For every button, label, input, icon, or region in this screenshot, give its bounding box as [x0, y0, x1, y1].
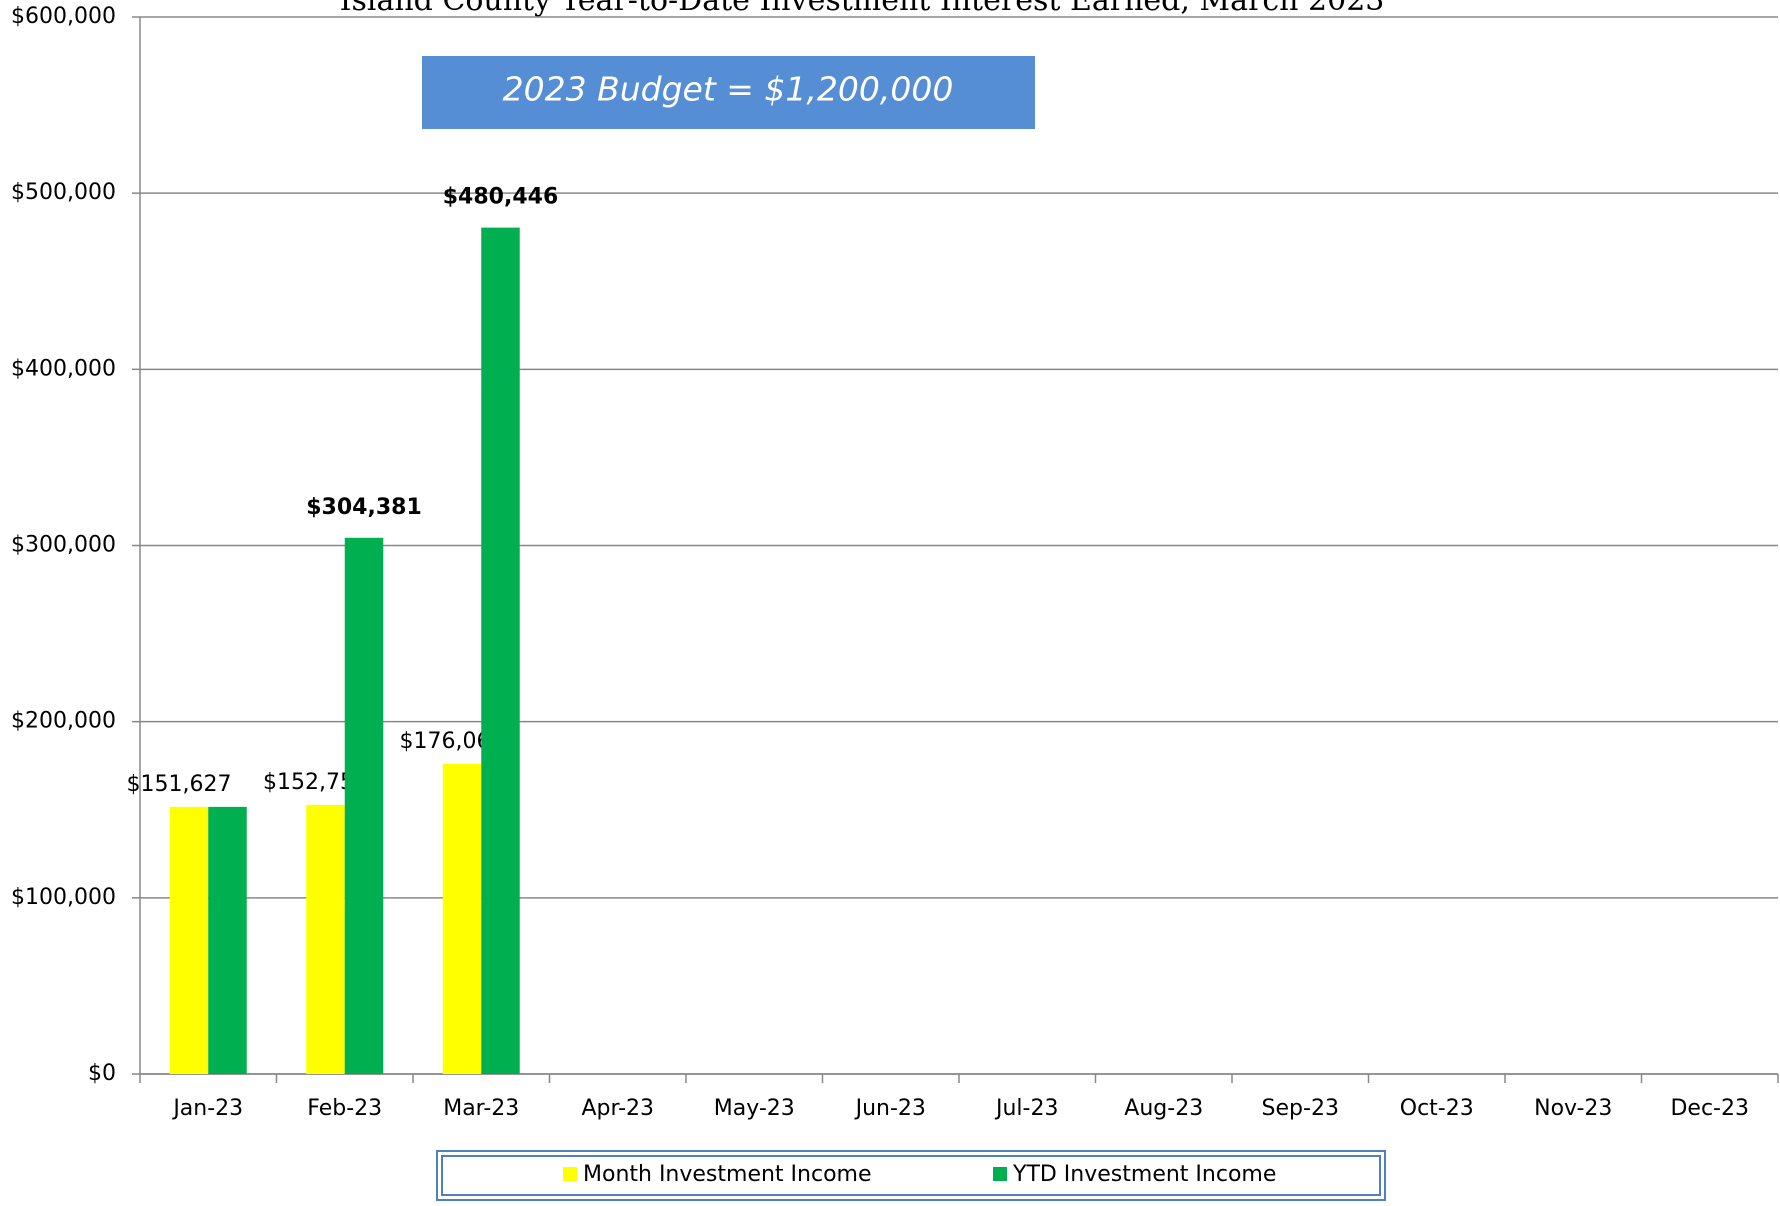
y-tick-label: $500,000	[11, 180, 116, 205]
annotation-box	[422, 56, 1035, 129]
bar	[442, 763, 482, 1074]
data-label: $151,627	[127, 772, 232, 797]
x-tick-label: Dec-23	[1670, 1096, 1749, 1121]
bar	[481, 227, 520, 1074]
x-tick-label: Jul-23	[994, 1096, 1058, 1121]
bar	[169, 806, 209, 1074]
x-tick-label: Oct-23	[1400, 1096, 1474, 1121]
y-tick-label: $600,000	[11, 4, 116, 29]
legend-label: YTD Investment Income	[1012, 1162, 1276, 1187]
bar	[208, 806, 247, 1074]
legend-label: Month Investment Income	[583, 1162, 872, 1187]
x-tick-label: Nov-23	[1534, 1096, 1612, 1121]
x-tick-label: Aug-23	[1124, 1096, 1203, 1121]
bar	[306, 804, 345, 1074]
x-tick-label: Feb-23	[307, 1096, 382, 1121]
data-label: $480,446	[443, 185, 559, 210]
y-tick-label: $0	[88, 1061, 116, 1086]
x-tick-label: Sep-23	[1262, 1096, 1339, 1121]
data-label: $304,381	[306, 495, 422, 520]
x-tick-label: Apr-23	[581, 1096, 654, 1121]
bar	[344, 537, 384, 1074]
chart-title: Island County Year-to-Date Investment In…	[340, 0, 1385, 18]
x-tick-label: May-23	[714, 1096, 795, 1121]
y-tick-label: $200,000	[11, 709, 116, 734]
y-tick-label: $400,000	[11, 356, 116, 381]
annotation: 2023 Budget = $1,200,000	[503, 70, 954, 109]
x-tick-label: Jan-23	[171, 1096, 243, 1121]
y-tick-label: $300,000	[11, 533, 116, 558]
legend-box	[436, 1150, 1386, 1201]
y-tick-label: $100,000	[11, 885, 116, 910]
legend-box-inner	[441, 1155, 1381, 1196]
legend-swatch	[563, 1167, 577, 1181]
x-tick-label: Jun-23	[854, 1096, 926, 1121]
legend-swatch	[993, 1167, 1007, 1181]
x-tick-label: Mar-23	[443, 1096, 519, 1121]
